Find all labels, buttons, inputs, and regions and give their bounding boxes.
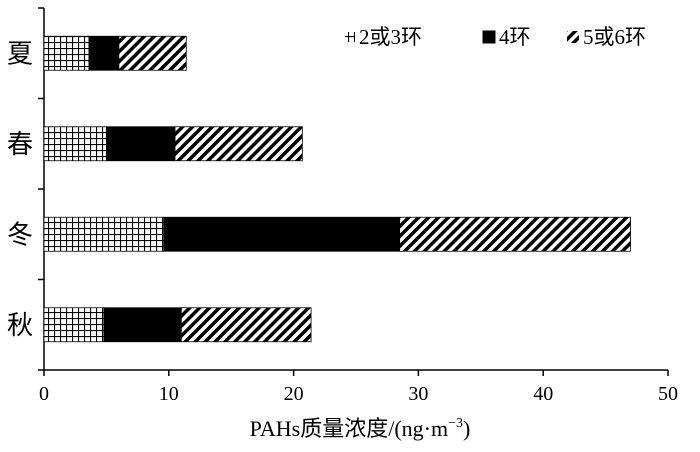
x-tick-label: 40 xyxy=(533,383,553,405)
legend-label: 2或3环 xyxy=(359,25,422,49)
x-axis-title: PAHs质量浓度/(ng·m−3) xyxy=(250,416,471,441)
legend-swatch xyxy=(345,32,355,42)
bar-segment-3 xyxy=(118,35,187,71)
x-tick-label: 10 xyxy=(159,383,179,405)
bar-segment-1 xyxy=(43,126,107,162)
bar-segment-2 xyxy=(88,35,120,71)
x-axis-title-superscript: −3 xyxy=(448,416,463,431)
x-tick-label: 0 xyxy=(39,383,49,405)
bar-segment-1 xyxy=(43,307,105,343)
legend-label: 4环 xyxy=(499,25,531,49)
category-label: 冬 xyxy=(7,220,33,249)
legend-swatch xyxy=(567,31,579,43)
bars xyxy=(43,35,631,343)
category-label: 春 xyxy=(7,130,33,159)
legend: 2或3环 4环 5或6环 xyxy=(345,25,646,49)
x-tick-label: 30 xyxy=(408,383,428,405)
bar-segment-1 xyxy=(43,216,165,252)
axes: 0 10 20 30 40 50 秋 冬 春 夏 xyxy=(7,7,678,405)
category-label: 夏 xyxy=(7,39,33,68)
bar-segment-2 xyxy=(106,126,176,162)
category-label: 秋 xyxy=(7,311,33,340)
bar-segment-3 xyxy=(399,216,631,252)
legend-label: 5或6环 xyxy=(583,25,646,49)
bar-segment-3 xyxy=(174,126,303,162)
bar-segment-1 xyxy=(43,35,90,71)
x-tick-label: 50 xyxy=(658,383,678,405)
x-axis-title-suffix: ) xyxy=(463,416,470,441)
bar-segment-2 xyxy=(163,216,401,252)
x-axis-title-main: PAHs质量浓度/(ng·m xyxy=(250,416,448,441)
bar-segment-3 xyxy=(180,307,312,343)
bar-segment-2 xyxy=(103,307,182,343)
legend-swatch xyxy=(482,30,496,44)
x-tick-label: 20 xyxy=(284,383,304,405)
